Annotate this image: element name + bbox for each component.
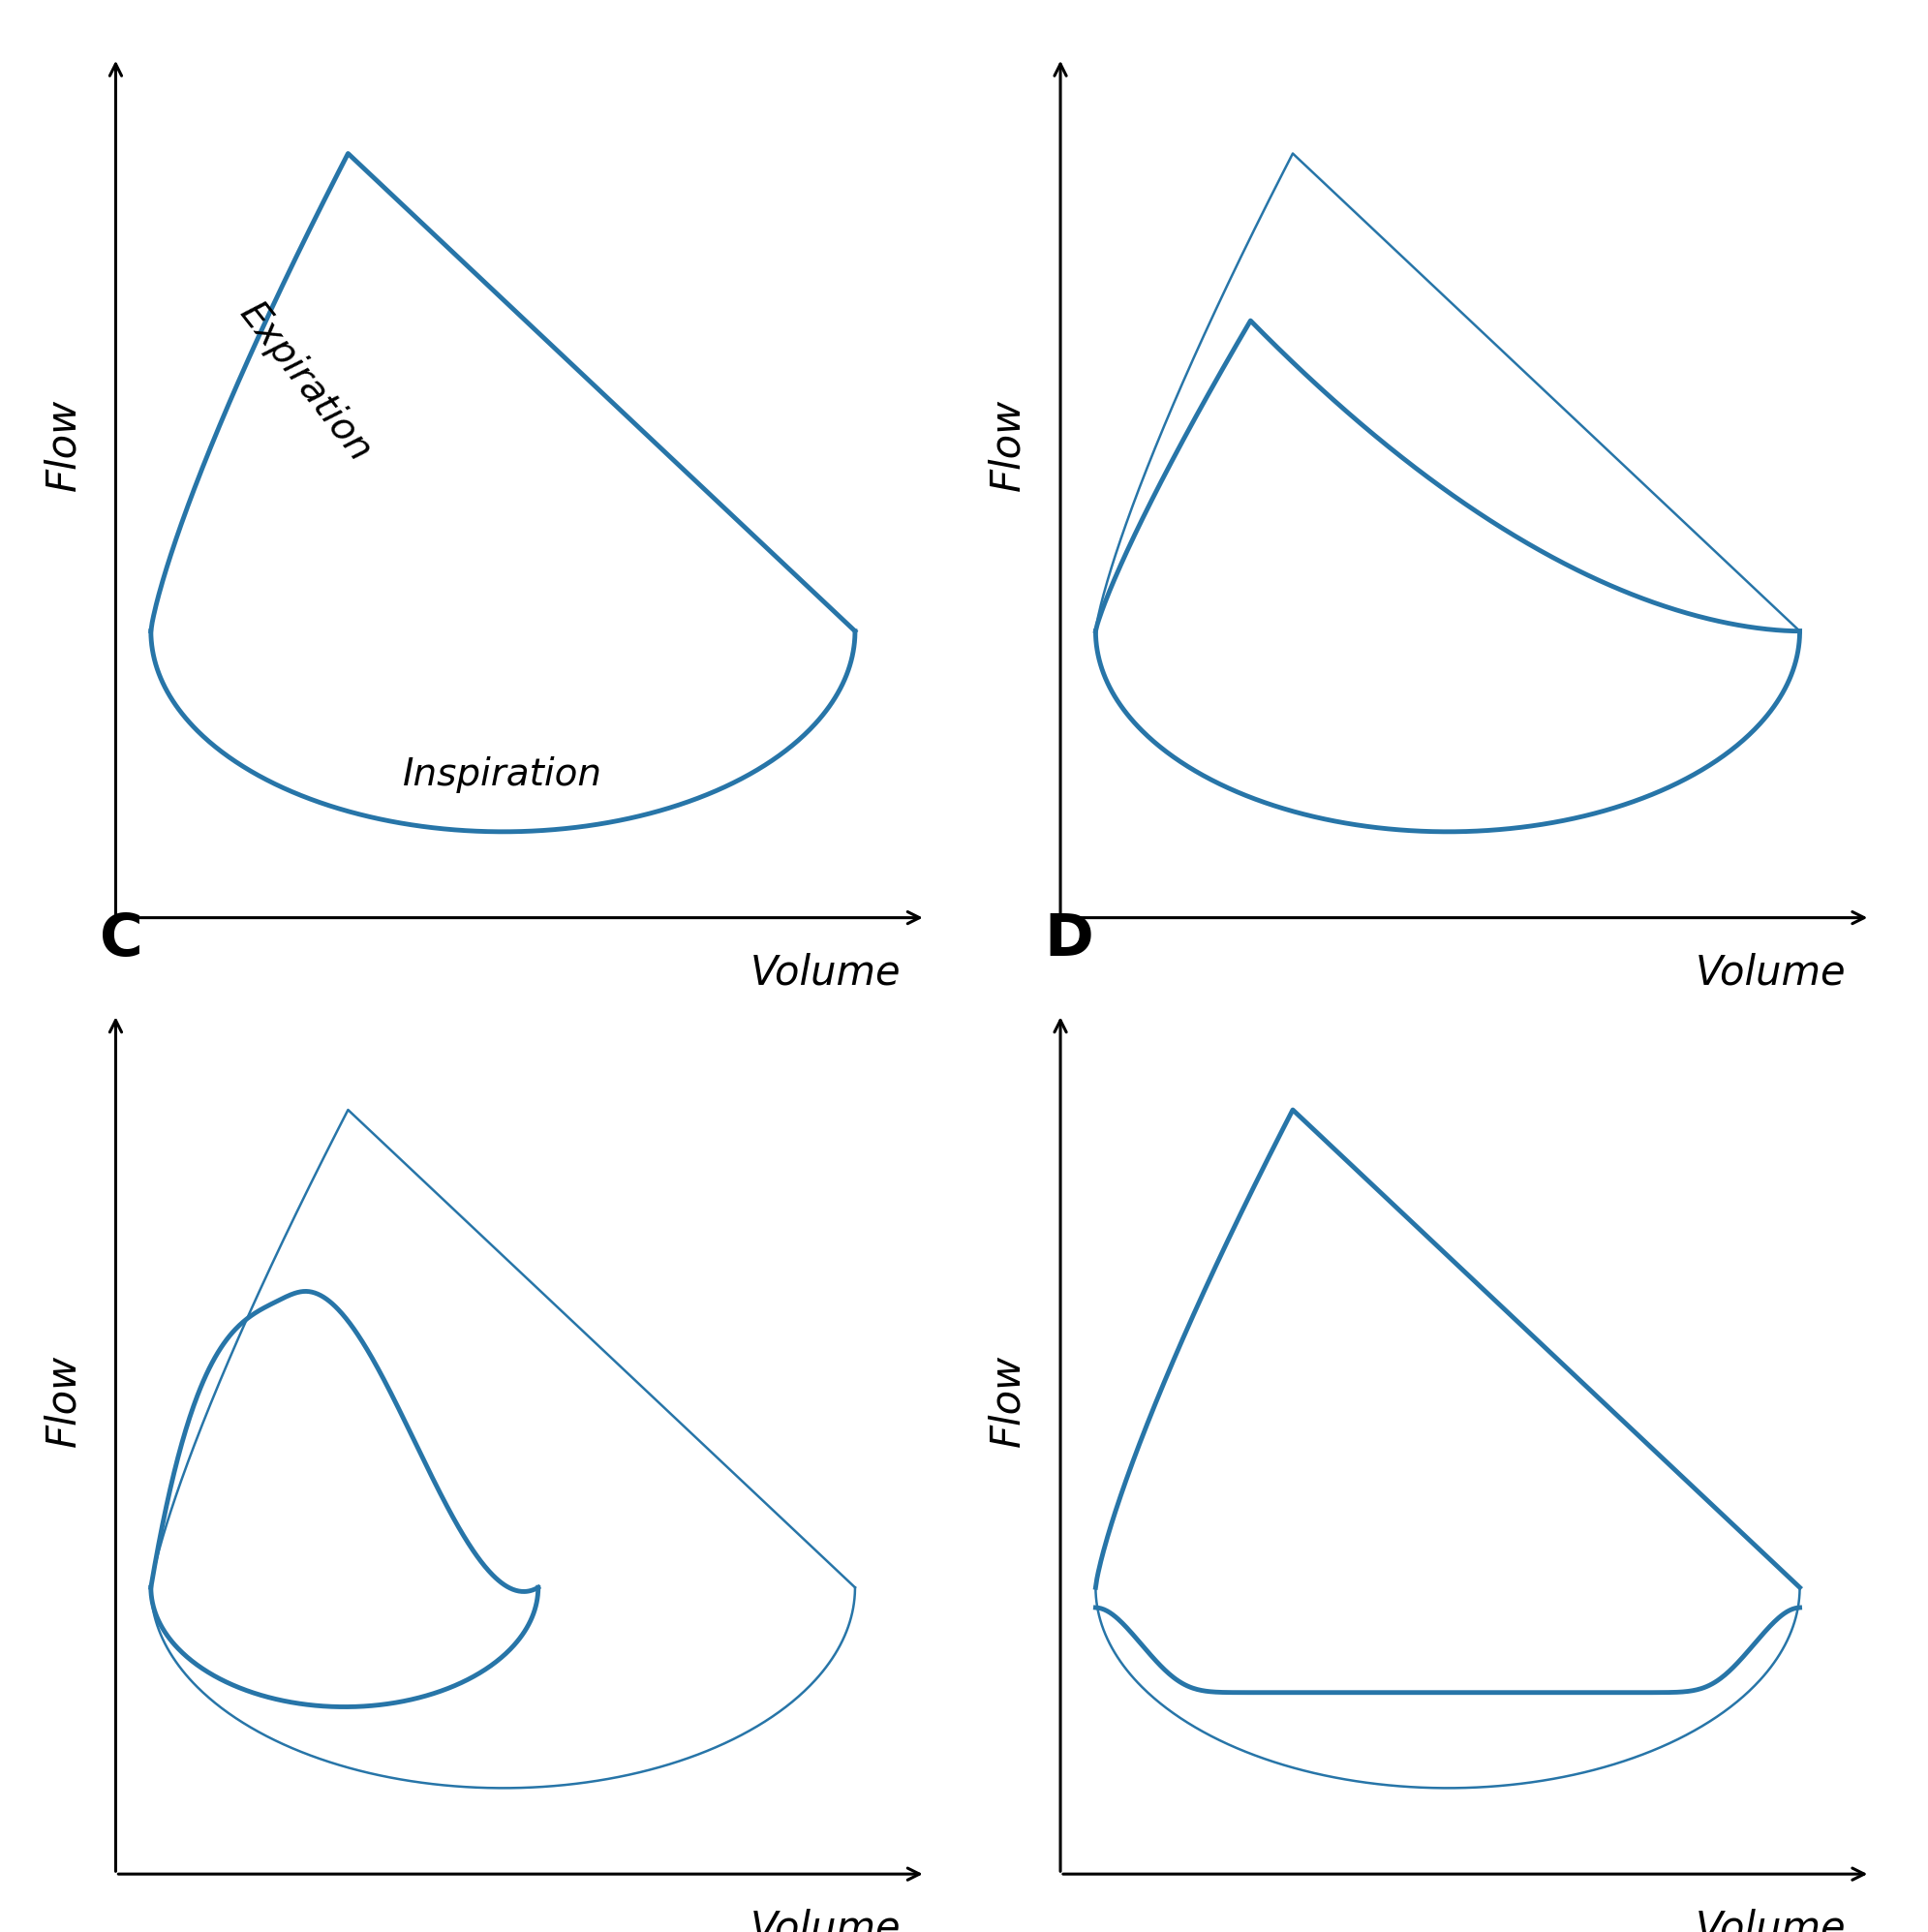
Text: B: B	[1045, 0, 1089, 12]
Text: Volume: Volume	[1695, 1909, 1845, 1932]
Text: Expiration: Expiration	[233, 296, 380, 469]
Text: Volume: Volume	[750, 1909, 900, 1932]
Text: Inspiration: Inspiration	[403, 755, 603, 792]
Text: C: C	[100, 912, 143, 968]
Text: D: D	[1045, 912, 1093, 968]
Text: Flow: Flow	[42, 1354, 83, 1447]
Text: Flow: Flow	[987, 1354, 1028, 1447]
Text: Flow: Flow	[987, 398, 1028, 491]
Text: Volume: Volume	[750, 952, 900, 993]
Text: A: A	[100, 0, 145, 12]
Text: Volume: Volume	[1695, 952, 1845, 993]
Text: Flow: Flow	[42, 398, 83, 491]
